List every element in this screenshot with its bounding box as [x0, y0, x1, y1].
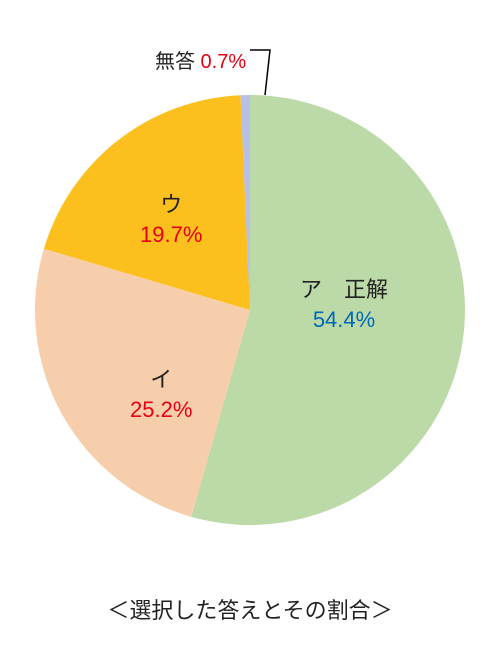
slice-pct-mu: 0.7% — [195, 51, 246, 73]
slice-pct-a: 54.4% — [313, 307, 375, 332]
slice-label-mu: 無答 0.7% — [155, 45, 246, 74]
slice-name-u: ウ — [160, 192, 182, 217]
pie-chart-svg — [0, 0, 500, 580]
callout-leader — [250, 50, 270, 95]
slice-name-mu: 無答 — [155, 51, 195, 73]
slice-name-a: ア 正解 — [300, 277, 388, 302]
slice-label-a: ア 正解 54.4% — [300, 275, 388, 334]
slice-pct-i: 25.2% — [130, 397, 192, 422]
slice-pct-u: 19.7% — [140, 222, 202, 247]
slice-label-u: ウ 19.7% — [140, 190, 202, 249]
chart-caption: ＜選択した答えとその割合＞ — [0, 593, 500, 625]
slice-name-i: イ — [150, 367, 172, 392]
slice-label-i: イ 25.2% — [130, 365, 192, 424]
pie-chart-container: ア 正解 54.4% イ 25.2% ウ 19.7% 無答 0.7% ＜選択した答えとその割… — [0, 0, 500, 660]
